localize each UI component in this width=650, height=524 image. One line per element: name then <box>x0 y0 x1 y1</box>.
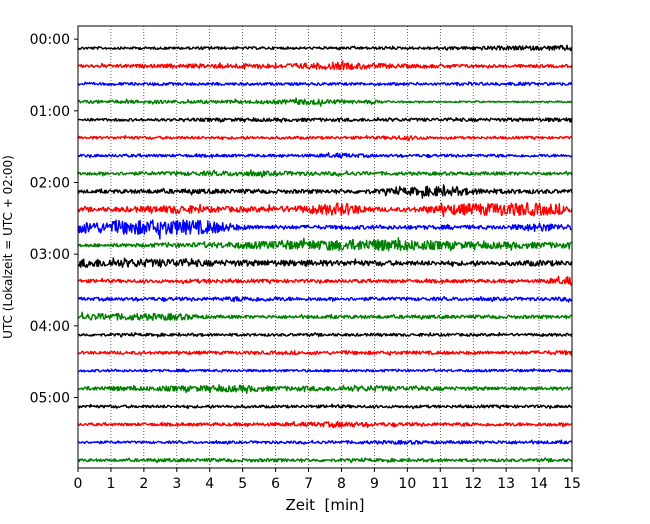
axes-frame <box>77 25 573 469</box>
x-tick-label: 9 <box>370 476 379 492</box>
seismic-trace-13 <box>77 275 573 286</box>
seismic-trace-19 <box>77 384 573 395</box>
x-tick-label: 10 <box>398 476 416 492</box>
x-tick-label: 4 <box>205 476 214 492</box>
seismic-trace-18 <box>77 368 573 373</box>
y-axis: 00:00 01:00 02:00 03:00 04:00 05:00 <box>30 32 78 407</box>
x-tick-label: 7 <box>304 476 313 492</box>
y-tick-label: 05:00 <box>30 391 70 407</box>
seismic-trace-10 <box>77 219 573 240</box>
seismic-trace-22 <box>77 439 573 445</box>
x-tick-label: 0 <box>74 476 83 492</box>
y-tick-label: 03:00 <box>30 247 70 263</box>
seismic-trace-9 <box>77 202 573 218</box>
x-tick-label: 13 <box>497 476 515 492</box>
seismic-trace-1 <box>77 60 573 71</box>
seismic-trace-6 <box>77 152 573 159</box>
seismic-trace-11 <box>77 237 573 252</box>
y-axis-label: UTC (Lokalzeit = UTC + 02:00) <box>1 155 15 339</box>
x-tick-label: 8 <box>337 476 346 492</box>
seismic-trace-17 <box>77 349 573 357</box>
seismic-trace-21 <box>77 420 573 429</box>
seismic-trace-14 <box>77 295 573 303</box>
y-tick-label: 00:00 <box>30 32 70 48</box>
y-tick-label: 04:00 <box>30 319 70 335</box>
seismic-trace-12 <box>77 257 573 268</box>
x-tick-label: 3 <box>172 476 181 492</box>
seismic-trace-8 <box>77 184 573 199</box>
x-tick-label: 15 <box>563 476 581 492</box>
seismic-trace-5 <box>77 134 573 142</box>
x-axis: 0 1 2 3 4 5 6 7 8 9 10 11 12 13 14 15 <box>74 468 581 492</box>
seismic-trace-15 <box>77 311 573 321</box>
seismic-trace-20 <box>77 403 573 410</box>
x-tick-label: 14 <box>530 476 548 492</box>
x-tick-label: 12 <box>464 476 482 492</box>
seismic-trace-0 <box>77 44 573 52</box>
seismic-trace-3 <box>77 97 573 107</box>
seismic-trace-7 <box>77 169 573 178</box>
x-axis-label: Zeit [min] <box>285 496 364 514</box>
x-tick-label: 11 <box>431 476 449 492</box>
x-tick-label: 6 <box>271 476 280 492</box>
seismic-trace-16 <box>77 332 573 338</box>
seismic-trace-4 <box>77 117 573 123</box>
y-tick-label: 02:00 <box>30 175 70 191</box>
x-tick-label: 5 <box>238 476 247 492</box>
seismic-trace-2 <box>77 81 573 87</box>
x-tick-label: 1 <box>106 476 115 492</box>
y-tick-label: 01:00 <box>30 104 70 120</box>
traces-layer <box>77 44 573 464</box>
seismic-trace-23 <box>77 457 573 464</box>
x-tick-label: 2 <box>139 476 148 492</box>
